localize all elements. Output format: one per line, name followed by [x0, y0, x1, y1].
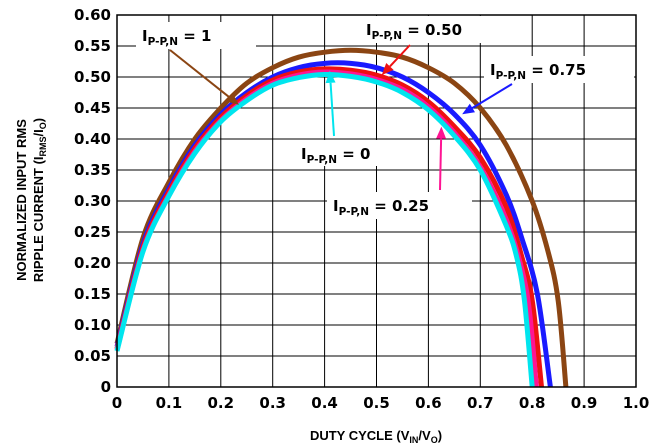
annotation-label-value: = 0.75 [526, 61, 586, 79]
annotation-ipp-025: IP-P,N = 0.25 [327, 126, 472, 219]
x-tick-label: 0 [112, 394, 122, 412]
x-axis-title-main: DUTY CYCLE (V [310, 428, 410, 443]
x-tick-label: 1.0 [623, 394, 650, 412]
x-axis-title-sub1: IN [409, 435, 418, 445]
x-axis-title: DUTY CYCLE (VIN/VO) [310, 428, 442, 445]
annotation-label-sub: P-P,N [339, 206, 369, 218]
x-tick-label: 0.8 [519, 394, 546, 412]
y-tick-label: 0.45 [74, 99, 111, 117]
annotation-label-sub: P-P,N [372, 30, 402, 42]
y-tick-label: 0.35 [74, 161, 111, 179]
y-tick-label: 0.10 [74, 316, 111, 334]
series-line-0 [114, 47, 569, 388]
annotation-label-main: I [142, 27, 148, 45]
annotation-label-value: = 1 [178, 27, 211, 45]
annotation-arrow-shaft [471, 83, 513, 109]
annotation-ipp-0: IP-P,N = 0 [295, 70, 401, 166]
annotation-label-main: I [490, 61, 496, 79]
annotation-arrow-shaft [389, 44, 411, 68]
annotation-box [327, 192, 472, 219]
y-axis-title-line2-mid: /I [31, 129, 46, 136]
x-tick-label: 0.5 [363, 394, 390, 412]
annotation-ipp-050: IP-P,N = 0.50 [360, 16, 512, 76]
annotation-label-sub: P-P,N [307, 154, 337, 166]
x-tick-label: 0.4 [311, 394, 338, 412]
annotation-label: IP-P,N = 0 [301, 145, 370, 166]
annotation-ipp-1: IP-P,N = 1 [136, 22, 256, 105]
annotation-box [295, 140, 401, 166]
annotation-label-value: = 0.50 [402, 21, 462, 39]
annotation-ipp-075: IP-P,N = 0.75 [462, 56, 634, 115]
annotation-arrow-shaft [329, 82, 335, 137]
y-tick-label: 0.55 [74, 37, 111, 55]
y-axis-title: NORMALIZED INPUT RMS RIPPLE CURRENT (IRM… [14, 118, 48, 282]
y-axis-title-line2: RIPPLE CURRENT (IRMS/IO) [31, 118, 48, 282]
annotation-arrow-shaft [169, 49, 231, 99]
y-axis-title-line2-main: RIPPLE CURRENT (I [31, 156, 46, 282]
y-axis-title-line1: NORMALIZED INPUT RMS [14, 119, 29, 281]
annotation-label: IP-P,N = 0.25 [333, 197, 429, 218]
y-axis-title-line2-end: ) [31, 118, 46, 122]
annotation-label-value: = 0 [337, 145, 370, 163]
x-axis-title-sub2: O [431, 435, 438, 445]
y-tick-label: 0.25 [74, 223, 111, 241]
tick-labels: 0 0.1 0.2 0.3 0.4 0.5 0.6 0.7 0.8 0.9 1.0 0 0.05 0.10… [74, 6, 649, 412]
annotation-arrow-head [436, 126, 447, 139]
y-tick-label: 0.30 [74, 192, 111, 210]
y-axis-title-line2-sub2: O [38, 122, 48, 129]
annotation-label-main: I [333, 197, 339, 215]
x-axis-title-end: ) [438, 428, 442, 443]
x-tick-label: 0.7 [467, 394, 494, 412]
y-axis-title-line2-sub1: RMS [38, 136, 48, 156]
annotation-label-main: I [366, 21, 372, 39]
y-tick-label: 0.60 [74, 6, 111, 24]
annotation-box [360, 16, 512, 43]
annotation-arrow-shaft [439, 138, 443, 191]
annotation-box [136, 22, 256, 49]
y-tick-label: 0.50 [74, 68, 111, 86]
x-tick-label: 0.6 [415, 394, 442, 412]
annotation-arrow-head [226, 93, 239, 105]
annotation-label: IP-P,N = 0.50 [366, 21, 462, 42]
annotation-arrow-head [381, 62, 394, 76]
annotation-label: IP-P,N = 0.75 [490, 61, 586, 82]
x-axis-title-mid: /V [418, 428, 431, 443]
x-tick-label: 0.9 [571, 394, 598, 412]
annotation-label-sub: P-P,N [148, 36, 178, 48]
annotation-box [484, 56, 634, 83]
y-tick-label: 0 [101, 378, 111, 396]
annotation-arrow-head [462, 103, 475, 115]
y-tick-label: 0.05 [74, 347, 111, 365]
annotation-label-sub: P-P,N [496, 70, 526, 82]
annotation-arrow-head [325, 70, 336, 84]
x-tick-label: 0.2 [208, 394, 235, 412]
annotation-label-main: I [301, 145, 307, 163]
series-line-4 [114, 71, 535, 388]
y-tick-label: 0.20 [74, 254, 111, 272]
series-group [114, 47, 569, 388]
y-tick-label: 0.40 [74, 130, 111, 148]
x-tick-label: 0.3 [259, 394, 286, 412]
annotation-label: IP-P,N = 1 [142, 27, 211, 48]
y-tick-label: 0.15 [74, 285, 111, 303]
x-tick-label: 0.1 [156, 394, 183, 412]
annotation-label-value: = 0.25 [369, 197, 429, 215]
plot-frame [116, 14, 637, 388]
